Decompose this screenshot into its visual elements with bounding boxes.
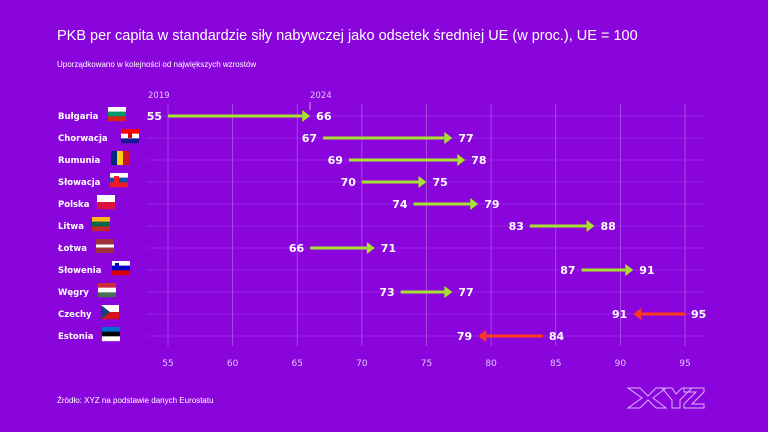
xyz-logo	[626, 387, 705, 409]
value-label-2019: 74	[392, 198, 408, 211]
arrow-head	[478, 330, 487, 342]
value-label-2024: 91	[639, 264, 654, 277]
x-tick-label: 85	[550, 359, 561, 369]
country-label: Litwa	[58, 222, 84, 232]
value-label-2019: 95	[691, 308, 706, 321]
country-label: Bułgaria	[58, 112, 99, 122]
value-label-2019: 67	[302, 132, 317, 145]
x-tick-label: 75	[421, 359, 432, 369]
flag-icon-lt	[92, 217, 110, 232]
value-label-2019: 66	[289, 242, 305, 255]
country-label: Polska	[58, 200, 90, 210]
value-label-2024: 91	[612, 308, 627, 321]
value-label-2019: 83	[509, 220, 524, 233]
x-tick-label: 90	[615, 359, 627, 369]
country-label: Węgry	[58, 288, 89, 298]
value-label-2019: 69	[328, 154, 343, 167]
value-label-2024: 75	[433, 176, 448, 189]
flag-icon-bg	[108, 107, 126, 122]
arrow-head	[633, 308, 642, 320]
x-tick-label: 65	[292, 359, 303, 369]
value-label-2019: 55	[147, 110, 162, 123]
arrow-head	[625, 264, 634, 276]
chart-title: PKB per capita w standardzie siły nabywc…	[57, 28, 638, 44]
legend-start-year: 2019	[148, 91, 170, 101]
x-tick-label: 80	[485, 359, 497, 369]
flag-icon-pl	[97, 195, 115, 210]
x-tick-label: 60	[227, 359, 239, 369]
arrow-head	[444, 132, 453, 144]
value-label-2024: 71	[381, 242, 396, 255]
value-label-2024: 78	[471, 154, 486, 167]
value-label-2019: 70	[341, 176, 357, 189]
legend-end-year: 2024	[310, 91, 332, 101]
flag-icon-hu	[98, 283, 116, 298]
arrow-head	[366, 242, 375, 254]
value-label-2024: 88	[601, 220, 616, 233]
x-tick-label: 55	[162, 359, 173, 369]
flag-icon-ro	[111, 151, 130, 165]
value-label-2024: 79	[484, 198, 499, 211]
country-label: Rumunia	[58, 156, 100, 166]
flag-icon-si	[112, 261, 130, 276]
flag-icon-ee	[102, 327, 120, 342]
flag-icon-lv	[96, 239, 114, 253]
country-label: Słowenia	[58, 266, 102, 276]
source-note: Źródło: XYZ na podstawie danych Eurostat…	[57, 396, 214, 405]
chart-subtitle: Uporządkowano w kolejności od największy…	[57, 60, 257, 69]
x-tick-label: 70	[356, 359, 368, 369]
value-label-2019: 87	[560, 264, 575, 277]
x-tick-label: 95	[679, 359, 690, 369]
value-label-2019: 84	[549, 330, 565, 343]
value-label-2024: 77	[458, 286, 473, 299]
country-label: Łotwa	[57, 244, 87, 254]
value-label-2019: 73	[379, 286, 394, 299]
arrow-head	[457, 154, 466, 166]
country-label: Chorwacja	[58, 134, 108, 144]
country-label: Słowacja	[58, 178, 101, 188]
arrow-head	[444, 286, 453, 298]
flag-icon-hr	[121, 129, 139, 144]
arrow-head	[586, 220, 595, 232]
value-label-2024: 66	[316, 110, 332, 123]
country-label: Czechy	[58, 310, 92, 320]
arrow-head	[418, 176, 427, 188]
flag-icon-sk	[110, 173, 128, 188]
value-label-2024: 79	[457, 330, 472, 343]
country-label: Estonia	[58, 332, 94, 342]
value-label-2024: 77	[458, 132, 473, 145]
flag-icon-cz	[101, 305, 119, 320]
arrow-head	[470, 198, 479, 210]
arrow-head	[302, 110, 311, 122]
